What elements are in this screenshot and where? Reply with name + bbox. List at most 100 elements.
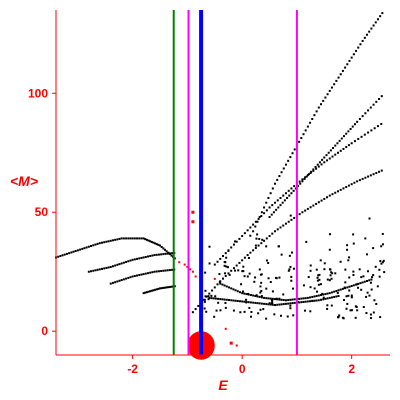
black-point	[155, 270, 158, 273]
black-point	[260, 289, 263, 292]
black-point	[381, 12, 384, 15]
black-point	[345, 132, 348, 135]
black-point	[339, 73, 342, 76]
black-point	[255, 237, 258, 240]
black-point	[302, 133, 305, 136]
black-point	[247, 292, 250, 295]
black-point	[328, 279, 331, 282]
black-point	[315, 202, 318, 205]
black-point	[380, 262, 383, 265]
black-point	[347, 184, 350, 187]
black-point	[343, 286, 346, 289]
black-point	[65, 252, 68, 255]
black-point	[352, 270, 355, 273]
black-point	[379, 15, 382, 18]
black-point	[279, 314, 282, 317]
black-point	[263, 212, 266, 215]
black-point	[230, 269, 233, 272]
black-point	[100, 267, 103, 270]
black-point	[238, 261, 241, 264]
black-point	[289, 298, 292, 301]
black-point	[255, 294, 258, 297]
black-point	[292, 267, 295, 270]
black-point	[311, 117, 314, 120]
black-point	[366, 280, 369, 283]
black-point	[286, 315, 289, 318]
black-point	[252, 294, 255, 297]
black-point	[309, 121, 312, 124]
red-point	[235, 344, 238, 347]
black-point	[85, 246, 88, 249]
black-point	[322, 99, 325, 102]
black-point	[287, 220, 290, 223]
black-point	[366, 291, 369, 294]
black-point	[160, 287, 163, 290]
black-point	[129, 259, 132, 262]
black-point	[136, 257, 139, 260]
black-point	[309, 310, 312, 313]
black-point	[269, 297, 272, 300]
black-point	[83, 247, 86, 250]
black-point	[306, 174, 309, 177]
black-point	[328, 157, 331, 160]
black-point	[194, 308, 197, 311]
black-point	[380, 245, 383, 248]
black-point	[292, 189, 295, 192]
black-point	[271, 301, 274, 304]
black-point	[352, 53, 355, 56]
black-point	[328, 194, 331, 197]
black-point	[140, 237, 143, 240]
black-point	[258, 237, 261, 240]
black-point	[98, 268, 101, 271]
black-point	[382, 259, 385, 262]
black-point	[309, 264, 312, 267]
black-point	[282, 299, 285, 302]
black-point	[203, 307, 206, 310]
black-point	[372, 103, 375, 106]
black-point	[324, 297, 327, 300]
black-point	[346, 244, 349, 247]
black-point	[352, 273, 355, 276]
black-point	[333, 290, 336, 293]
black-point	[352, 284, 355, 287]
black-point	[315, 268, 318, 271]
black-point	[131, 275, 134, 278]
black-point	[292, 314, 295, 317]
black-point	[234, 269, 237, 272]
black-point	[336, 291, 339, 294]
black-point	[355, 49, 358, 52]
black-point	[293, 298, 296, 301]
y-tick-label: 50	[35, 205, 49, 219]
black-point	[92, 244, 95, 247]
black-point	[324, 293, 327, 296]
black-point	[290, 187, 293, 190]
black-point	[247, 256, 250, 259]
black-point	[144, 238, 147, 241]
black-point	[268, 302, 271, 305]
black-point	[136, 237, 139, 240]
black-point	[287, 269, 290, 272]
black-point	[346, 302, 349, 305]
black-point	[313, 299, 316, 302]
black-point	[363, 36, 366, 39]
black-point	[288, 194, 291, 197]
black-point	[276, 228, 279, 231]
black-point	[301, 211, 304, 214]
black-point	[129, 276, 132, 279]
red-point	[194, 275, 197, 278]
black-point	[357, 46, 360, 49]
black-point	[284, 222, 287, 225]
black-point	[331, 155, 334, 158]
black-point	[278, 303, 281, 306]
black-point	[334, 144, 337, 147]
black-point	[338, 314, 341, 317]
black-point	[160, 253, 163, 256]
black-point	[298, 301, 301, 304]
black-point	[118, 237, 121, 240]
black-point	[328, 89, 331, 92]
black-point	[284, 192, 287, 195]
black-point	[361, 39, 364, 42]
black-point	[337, 76, 340, 79]
black-point	[149, 271, 152, 274]
black-point	[241, 300, 244, 303]
